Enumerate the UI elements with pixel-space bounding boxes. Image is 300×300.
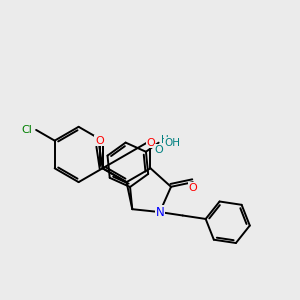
Text: N: N <box>155 206 164 219</box>
Text: O: O <box>95 136 103 146</box>
Text: H: H <box>161 135 169 146</box>
Text: O: O <box>146 138 155 148</box>
Text: Cl: Cl <box>22 125 33 135</box>
Text: O: O <box>154 145 163 154</box>
Text: OH: OH <box>164 138 180 148</box>
Text: O: O <box>188 182 197 193</box>
